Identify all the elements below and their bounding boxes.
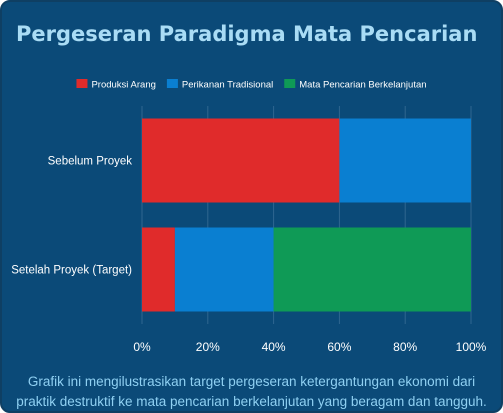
bar-segment	[174, 227, 274, 312]
x-tick-label: 20%	[196, 340, 220, 354]
legend-swatch	[76, 79, 88, 88]
y-category-label: Sebelum Proyek	[48, 156, 133, 168]
chart-caption: Grafik ini mengilustrasikan target perge…	[16, 374, 487, 409]
legend-label: Perikanan Tradisional	[182, 80, 273, 91]
legend-item: Mata Pencarian Berkelanjutan	[284, 79, 427, 91]
x-tick-label: 0%	[133, 340, 151, 354]
y-axis-labels: Sebelum Proyek Setelah Proyek (Target)	[11, 156, 132, 277]
x-tick-label: 60%	[327, 340, 351, 354]
legend-label: Produksi Arang	[91, 80, 155, 91]
stacked-bar-chart: Produksi Arang Perikanan Tradisional Mata …	[11, 79, 487, 354]
y-category-label: Setelah Proyek (Target)	[11, 265, 132, 277]
chart-bars	[142, 118, 471, 312]
legend-label: Mata Pencarian Berkelanjutan	[299, 80, 426, 91]
chart-title: Pergeseran Paradigma Mata Pencarian	[16, 22, 478, 46]
legend-swatch	[166, 79, 178, 88]
legend-item: Perikanan Tradisional	[166, 79, 273, 91]
bar-segment	[339, 118, 471, 203]
bar-segment	[142, 227, 175, 312]
legend-item: Produksi Arang	[76, 79, 156, 91]
chart-legend: Produksi Arang Perikanan Tradisional Mata …	[76, 79, 427, 91]
x-tick-label: 40%	[262, 340, 286, 354]
x-tick-label: 100%	[456, 340, 487, 354]
bar-segment	[142, 118, 340, 203]
bar-segment	[273, 227, 471, 312]
x-axis-ticks: 0% 20% 40% 60% 80% 100%	[133, 340, 486, 354]
x-tick-label: 80%	[393, 340, 417, 354]
legend-swatch	[284, 79, 296, 88]
